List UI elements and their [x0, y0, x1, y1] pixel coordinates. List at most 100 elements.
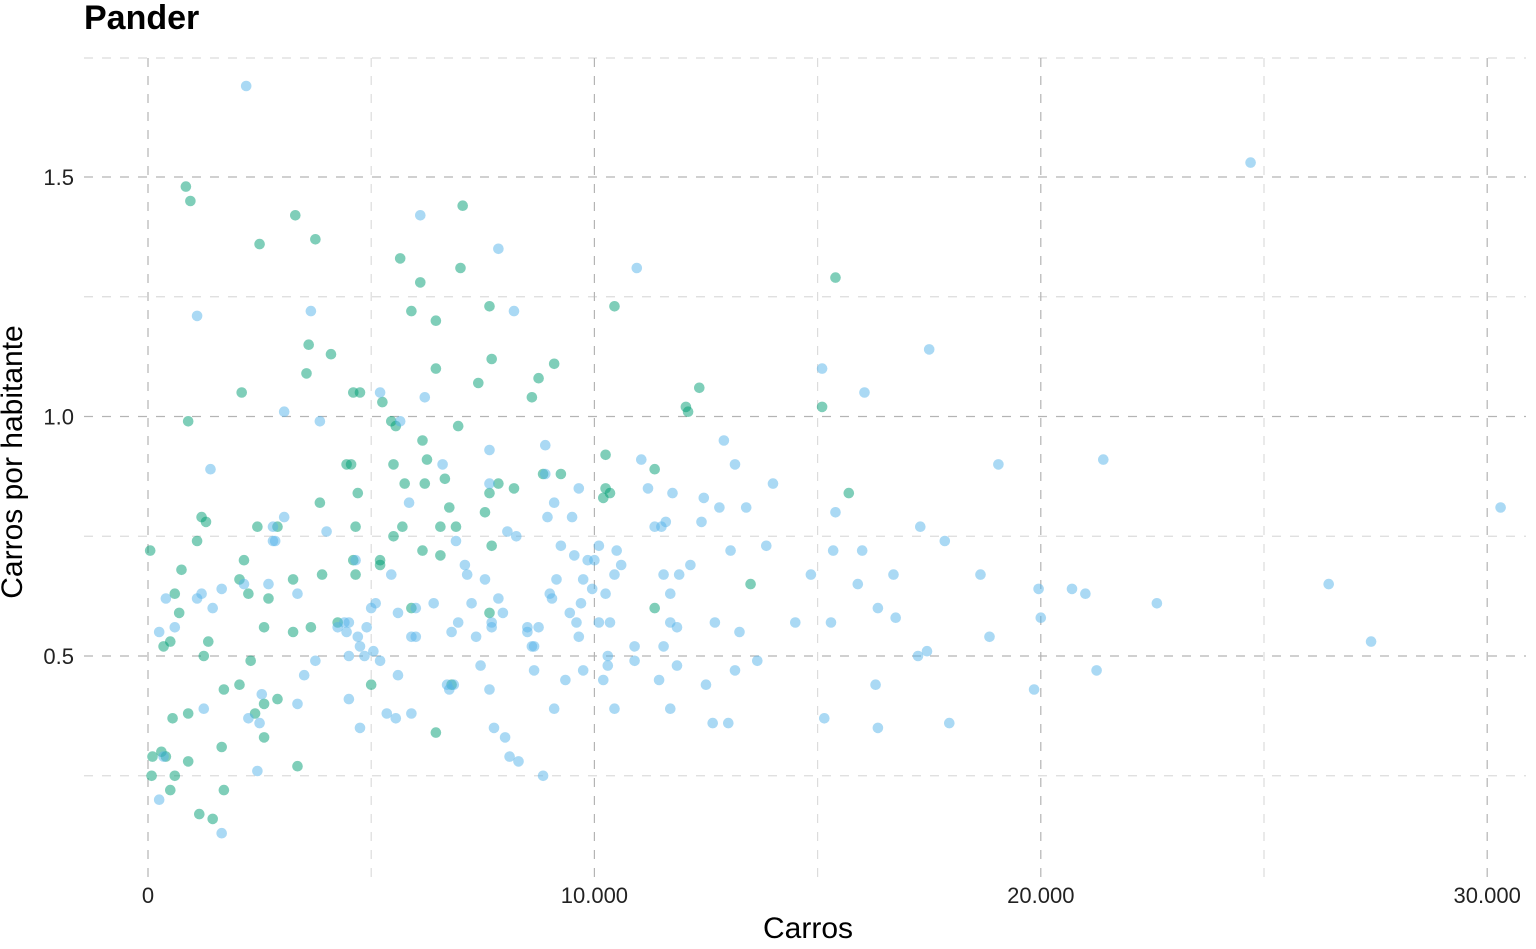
data-point: [430, 727, 442, 738]
data-point: [216, 583, 227, 595]
data-point: [479, 574, 491, 585]
data-point: [912, 650, 924, 662]
data-point: [153, 626, 165, 638]
data-point: [504, 751, 515, 762]
data-point: [207, 813, 218, 825]
data-point: [542, 511, 553, 523]
data-point: [258, 732, 270, 743]
data-point: [872, 722, 884, 734]
data-point: [761, 540, 772, 552]
data-point: [158, 751, 169, 762]
data-point: [421, 454, 433, 465]
data-point: [352, 631, 364, 643]
data-point: [287, 574, 299, 585]
data-point: [658, 569, 669, 580]
data-point: [571, 617, 582, 628]
data-point: [196, 588, 207, 599]
data-point: [147, 751, 158, 762]
data-point: [856, 545, 868, 556]
data-point: [343, 617, 355, 628]
data-point: [350, 521, 361, 532]
data-point: [827, 545, 839, 556]
data-point: [165, 636, 176, 647]
data-point: [269, 535, 281, 547]
data-point: [631, 262, 643, 274]
data-point: [573, 483, 585, 494]
data-point: [267, 521, 279, 532]
data-point: [252, 521, 263, 532]
data-point: [629, 641, 640, 652]
data-point: [540, 439, 551, 451]
data-point: [569, 550, 580, 561]
data-point: [430, 363, 442, 374]
data-point: [752, 655, 763, 667]
data-point: [238, 554, 250, 566]
data-point: [428, 598, 440, 609]
data-point: [310, 234, 321, 245]
data-point: [1091, 665, 1102, 676]
y-tick-label: 0.5: [43, 644, 74, 669]
data-point: [185, 195, 196, 207]
data-point: [359, 650, 370, 662]
data-point: [843, 487, 855, 499]
data-point: [354, 722, 366, 734]
data-point: [522, 626, 533, 638]
data-point: [493, 243, 504, 255]
data-point: [444, 502, 455, 513]
data-point: [493, 593, 504, 604]
data-point: [540, 468, 551, 480]
data-point: [310, 655, 321, 667]
data-point: [459, 559, 471, 571]
data-point: [816, 401, 828, 413]
data-point: [298, 669, 310, 681]
data-point: [292, 760, 303, 772]
data-point: [290, 210, 301, 221]
data-point: [200, 516, 212, 528]
data-point: [452, 617, 464, 628]
data-point: [667, 487, 678, 499]
data-point: [419, 478, 431, 489]
data-point: [513, 756, 524, 767]
data-point: [636, 454, 647, 465]
data-point: [473, 377, 484, 389]
data-point: [236, 387, 247, 398]
data-point: [243, 588, 254, 599]
data-point: [1066, 583, 1078, 595]
data-point: [589, 554, 600, 566]
data-point: [466, 598, 477, 609]
data-point: [673, 569, 685, 580]
data-point: [709, 617, 721, 628]
data-point: [169, 588, 181, 599]
data-point: [234, 679, 245, 690]
data-point: [560, 674, 571, 686]
data-point: [430, 315, 442, 327]
data-point: [475, 660, 486, 671]
data-point: [144, 545, 156, 556]
data-point: [665, 588, 676, 599]
y-tick-label: 1.5: [43, 165, 74, 190]
data-point: [577, 665, 589, 676]
data-point: [173, 607, 185, 619]
data-point: [629, 655, 640, 667]
data-point: [1323, 578, 1334, 590]
data-point: [1245, 157, 1256, 168]
data-point: [671, 660, 683, 671]
data-point: [729, 459, 741, 470]
x-tick-label: 20.000: [1007, 883, 1074, 908]
data-point: [685, 559, 696, 571]
data-point: [415, 277, 426, 288]
data-point: [461, 569, 473, 580]
data-point: [392, 669, 404, 681]
data-point: [696, 516, 707, 528]
data-point: [600, 588, 611, 599]
data-point: [343, 650, 355, 662]
data-point: [573, 631, 585, 643]
data-point: [767, 478, 779, 489]
data-point: [272, 693, 283, 705]
data-point: [604, 617, 616, 628]
data-point: [548, 497, 560, 509]
data-point: [392, 607, 404, 619]
x-axis-label: Carros: [763, 912, 853, 945]
data-point: [816, 363, 828, 374]
data-point: [278, 511, 290, 523]
